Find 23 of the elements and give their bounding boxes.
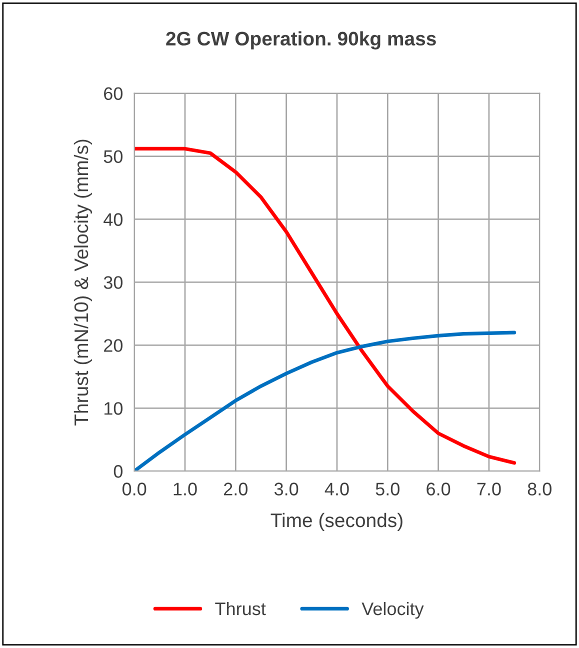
x-tick-label: 2.0 (224, 482, 248, 496)
x-tick-label: 0.0 (122, 482, 146, 496)
x-tick-label: 8.0 (528, 482, 552, 496)
x-tick-label: 5.0 (376, 482, 400, 496)
x-tick-label: 1.0 (174, 482, 197, 496)
x-tick-label: 4.0 (324, 482, 349, 496)
chart-title: 2G CW Operation. 90kg mass (166, 31, 436, 50)
line-series (134, 330, 516, 472)
legend-label: Velocity (362, 602, 424, 619)
x-axis-title: Time (seconds) (270, 512, 402, 532)
y-tick-label: 60 (104, 87, 123, 100)
y-tick-label: 30 (104, 276, 123, 289)
x-tick-label: 7.0 (477, 482, 501, 496)
y-tick-label: 10 (104, 402, 123, 415)
x-tick-label: 6.0 (426, 482, 450, 496)
y-tick-label: 0 (114, 465, 123, 478)
x-tick-label: 3.0 (274, 482, 298, 496)
y-axis-title: Thrust (mN/10) & Velocity (mm/s) (74, 140, 92, 426)
y-tick-label: 20 (104, 339, 123, 352)
line-series (134, 146, 516, 465)
legend-label: Thrust (215, 602, 266, 616)
y-tick-label: 40 (104, 213, 123, 226)
y-tick-label: 50 (104, 150, 123, 163)
